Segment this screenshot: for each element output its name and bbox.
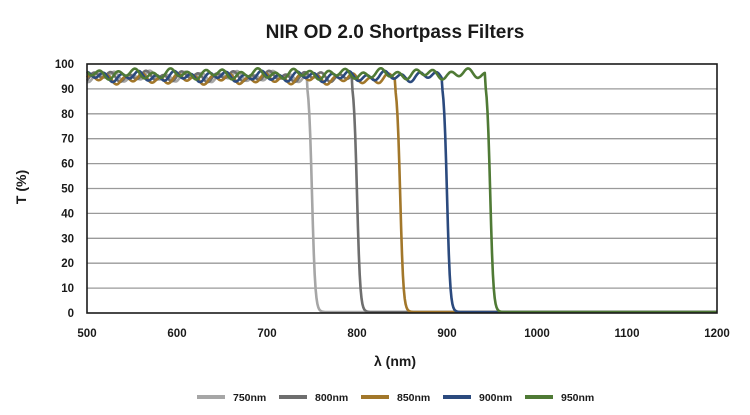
x-tick-labels: 500 600 700 800 900 1000 1100 1200 (77, 328, 729, 340)
x-tick-label: 800 (347, 328, 366, 340)
legend-label: 750nm (233, 392, 266, 404)
y-tick-label: 100 (55, 59, 74, 71)
x-tick-label: 900 (437, 328, 456, 340)
x-tick-label: 1200 (704, 328, 730, 340)
chart-title: NIR OD 2.0 Shortpass Filters (266, 22, 525, 43)
series-lines (87, 68, 717, 312)
chart: NIR OD 2.0 Shortpass Filters 0 10 20 30 40 50… (0, 0, 750, 415)
y-tick-label: 30 (61, 233, 74, 245)
legend-label: 900nm (479, 392, 512, 404)
y-axis-label: T (%) (13, 170, 29, 204)
x-tick-label: 1100 (615, 328, 640, 340)
y-tick-label: 80 (61, 109, 74, 121)
y-tick-label: 70 (61, 134, 74, 146)
y-tick-label: 10 (61, 283, 74, 295)
legend-label: 800nm (315, 392, 348, 404)
y-tick-label: 60 (61, 159, 74, 171)
legend: 750nm 800nm 850nm 900nm 950nm (197, 392, 594, 404)
x-axis-label: λ (nm) (374, 353, 416, 369)
x-tick-label: 500 (77, 328, 96, 340)
y-tick-label: 40 (61, 208, 74, 220)
series-line-850nm (87, 73, 717, 312)
x-tick-label: 700 (257, 328, 276, 340)
y-tick-labels: 0 10 20 30 40 50 60 70 80 90 100 (55, 59, 74, 320)
y-tick-label: 50 (61, 184, 74, 196)
y-tick-label: 90 (61, 84, 74, 96)
legend-label: 850nm (397, 392, 430, 404)
x-tick-label: 600 (167, 328, 186, 340)
legend-label: 950nm (561, 392, 594, 404)
y-tick-label: 0 (68, 308, 74, 320)
y-tick-label: 20 (61, 258, 74, 270)
x-tick-label: 1000 (524, 328, 550, 340)
